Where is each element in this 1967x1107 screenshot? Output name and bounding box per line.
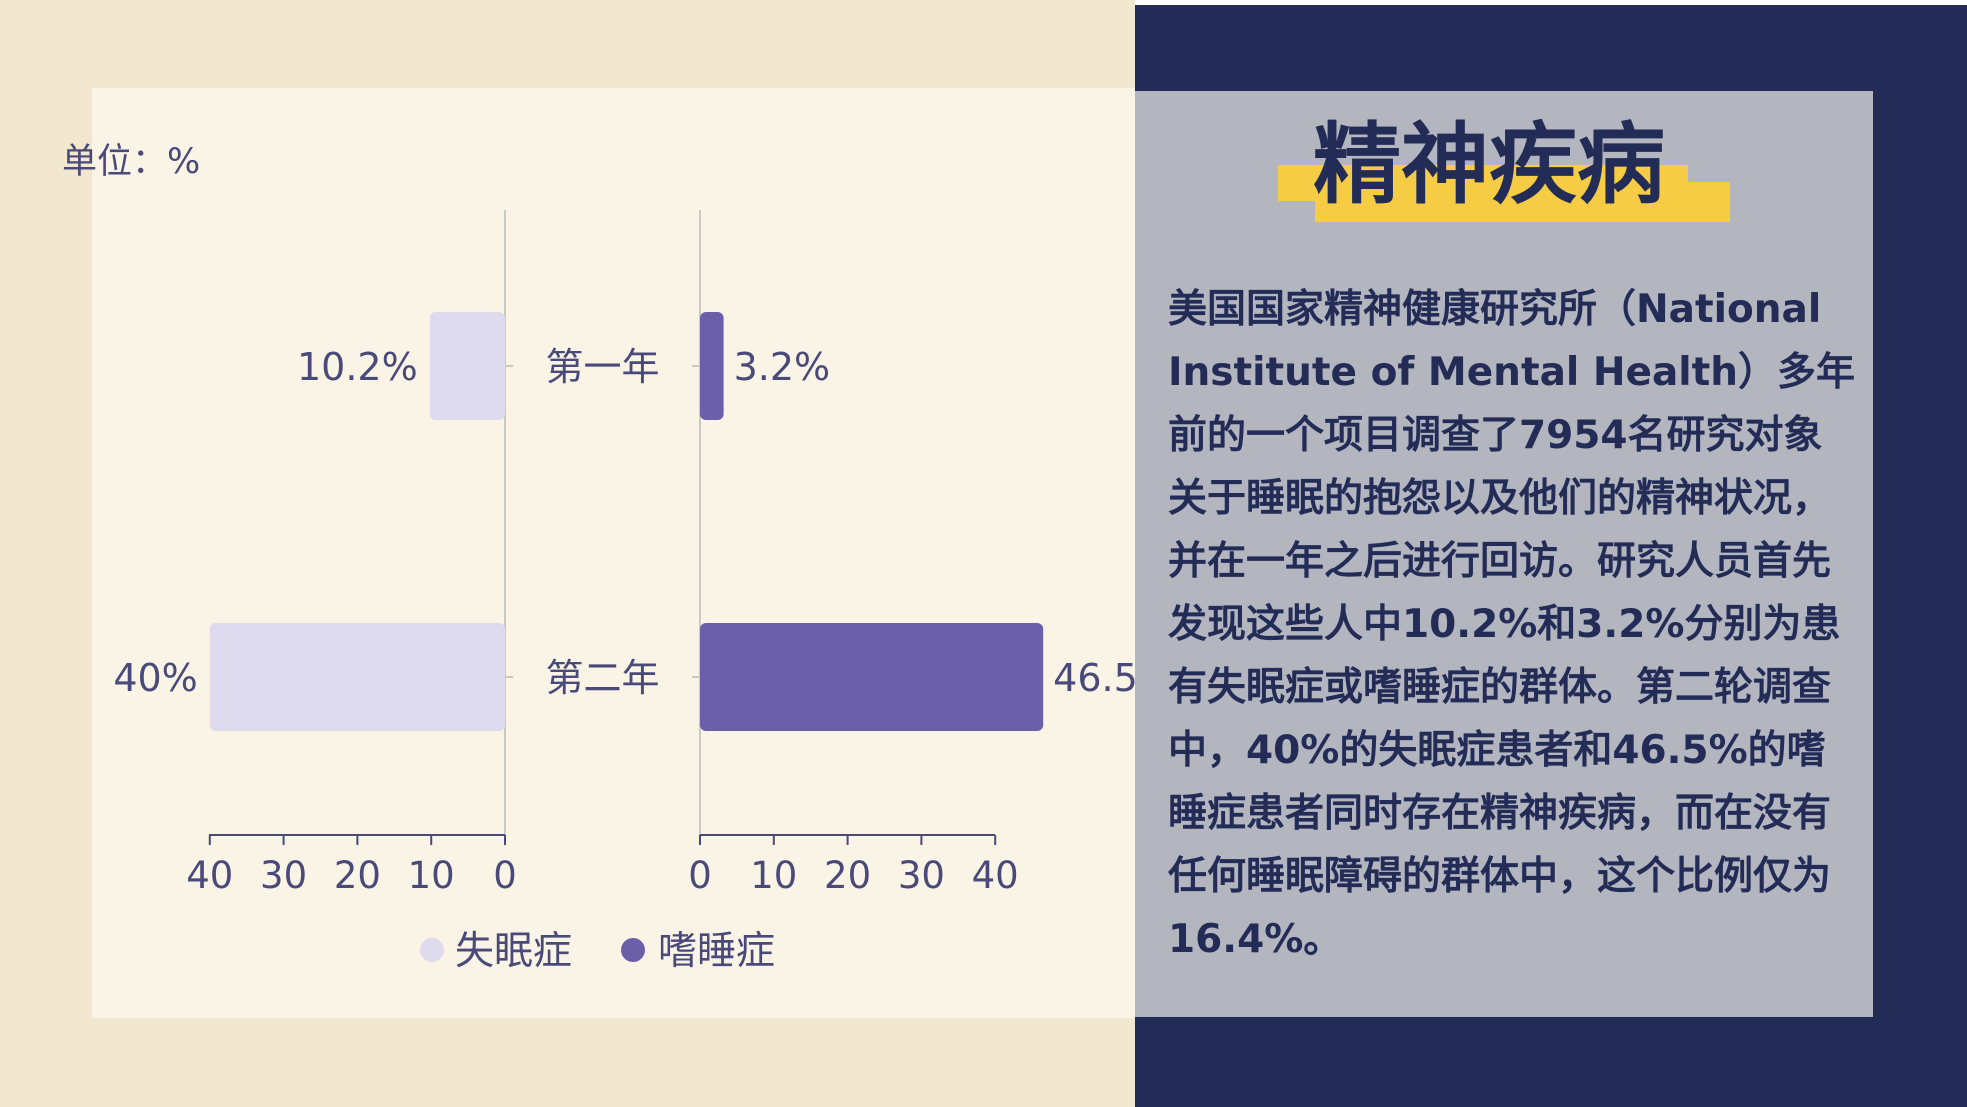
data-label-left: 40% (113, 656, 197, 700)
unit-label: 单位：% (62, 142, 201, 182)
left-tick-label: 30 (260, 854, 307, 897)
page-title: 精神疾病 (1312, 113, 1665, 216)
data-label-right: 46.5% (1053, 656, 1135, 700)
left-tick-label: 40 (186, 854, 233, 897)
legend-swatch-hypersomnia (621, 938, 645, 962)
category-label: 第一年 (545, 345, 659, 389)
data-label-right: 3.2% (734, 345, 831, 389)
right-tick-label: 20 (824, 854, 871, 897)
chart-panel (92, 88, 1135, 1018)
body-paragraph: 美国国家精神健康研究所（National Institute of Mental… (1168, 287, 1856, 962)
legend-label-insomnia: 失眠症 (455, 929, 572, 974)
legend-swatch-insomnia (420, 938, 444, 962)
right-tick-label: 30 (898, 854, 945, 897)
left-tick-label: 20 (334, 854, 381, 897)
legend-label-hypersomnia: 嗜睡症 (658, 929, 775, 974)
category-label: 第二年 (545, 656, 659, 700)
bar-嗜睡症 (700, 312, 724, 420)
text-panel (1135, 91, 1873, 1017)
right-tick-label: 10 (750, 854, 797, 897)
data-label-left: 10.2% (297, 345, 418, 389)
bar-失眠症 (209, 623, 506, 731)
right-tick-label: 40 (972, 854, 1019, 897)
left-tick-label: 10 (408, 854, 455, 897)
right-tick-label: 0 (688, 854, 712, 897)
bar-失眠症 (429, 312, 505, 420)
bar-嗜睡症 (700, 623, 1044, 731)
butterfly-bar-chart: 10.2% 3.2% 第一年 40% 46.5% 第二年 40 30 20 10 0 0 10 20 30 4… (113, 210, 1135, 974)
left-tick-label: 0 (493, 854, 517, 897)
title-highlight-bottom (1315, 182, 1730, 222)
title-block: 精神疾病 (1278, 112, 1730, 232)
